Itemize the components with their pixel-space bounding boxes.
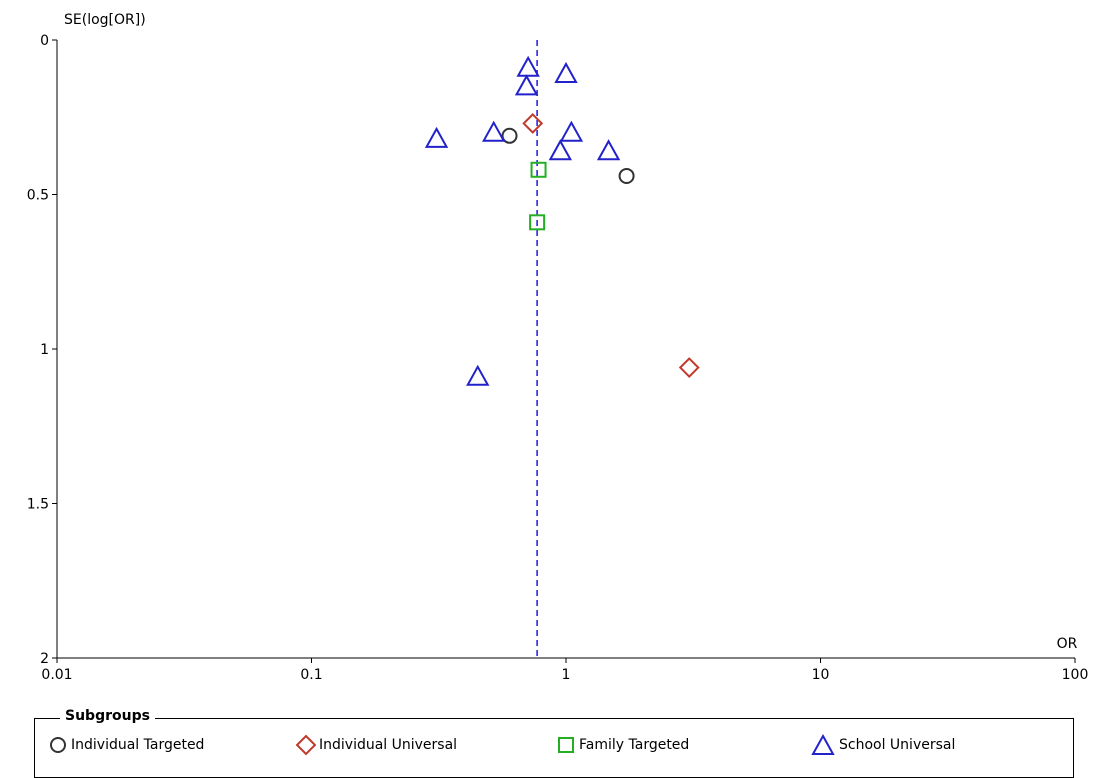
legend-title: Subgroups <box>60 708 155 724</box>
x-tick-label: 100 <box>1062 667 1089 683</box>
y-tick-label: 1 <box>40 342 49 358</box>
axis-ticks: 0.01 0.1 1 10 100 0 0.5 1 1.5 2 <box>27 33 1089 683</box>
school-universal-point <box>482 120 506 142</box>
school-universal-point <box>554 61 578 83</box>
individual-targeted-point <box>501 127 518 144</box>
x-tick-label: 1 <box>562 667 571 683</box>
legend-circle-icon <box>50 737 66 753</box>
y-axis-title: SE(log[OR]) <box>64 12 146 28</box>
legend-item-individual-universal: Individual Universal <box>296 733 457 757</box>
funnel-plot: 0.01 0.1 1 10 100 0 0.5 1 1.5 2 SE(log[OR]) OR <box>27 12 1089 683</box>
legend-label: Individual Universal <box>319 737 458 753</box>
family-targeted-point <box>530 161 547 178</box>
school-universal-point <box>516 55 540 77</box>
legend-marker <box>296 734 316 756</box>
legend-label: Individual Targeted <box>71 737 205 753</box>
x-tick-label: 0.1 <box>300 667 322 683</box>
x-tick-label: 0.01 <box>41 667 72 683</box>
legend-marker <box>558 737 574 753</box>
x-axis-title: OR <box>1057 636 1078 652</box>
individual-targeted-point <box>618 167 635 184</box>
legend-square-icon <box>558 737 574 753</box>
legend-item-individual-targeted: Individual Targeted <box>48 733 204 757</box>
individual-universal-point <box>678 357 700 378</box>
individual-universal-point <box>522 113 544 134</box>
legend-label: School Universal <box>839 737 956 753</box>
legend-label: Family Targeted <box>579 737 690 753</box>
y-tick-label: 1.5 <box>27 497 49 513</box>
legend-marker <box>811 733 835 755</box>
family-targeted-point <box>529 214 546 231</box>
legend-diamond-icon <box>296 734 316 756</box>
legend-item-school-universal: School Universal <box>810 733 955 757</box>
school-universal-point <box>548 139 573 161</box>
legend-triangle-icon <box>811 733 835 755</box>
y-tick-label: 0 <box>40 33 49 49</box>
y-tick-label: 2 <box>40 651 49 667</box>
legend-marker <box>50 737 66 753</box>
data-points <box>424 55 700 386</box>
x-tick-label: 10 <box>812 667 830 683</box>
school-universal-point <box>596 139 621 161</box>
school-universal-point <box>559 120 584 142</box>
school-universal-point <box>466 364 490 386</box>
school-universal-point <box>514 74 539 96</box>
school-universal-point <box>424 126 449 148</box>
legend-item-family-targeted: Family Targeted <box>556 733 689 757</box>
y-tick-label: 0.5 <box>27 188 49 204</box>
